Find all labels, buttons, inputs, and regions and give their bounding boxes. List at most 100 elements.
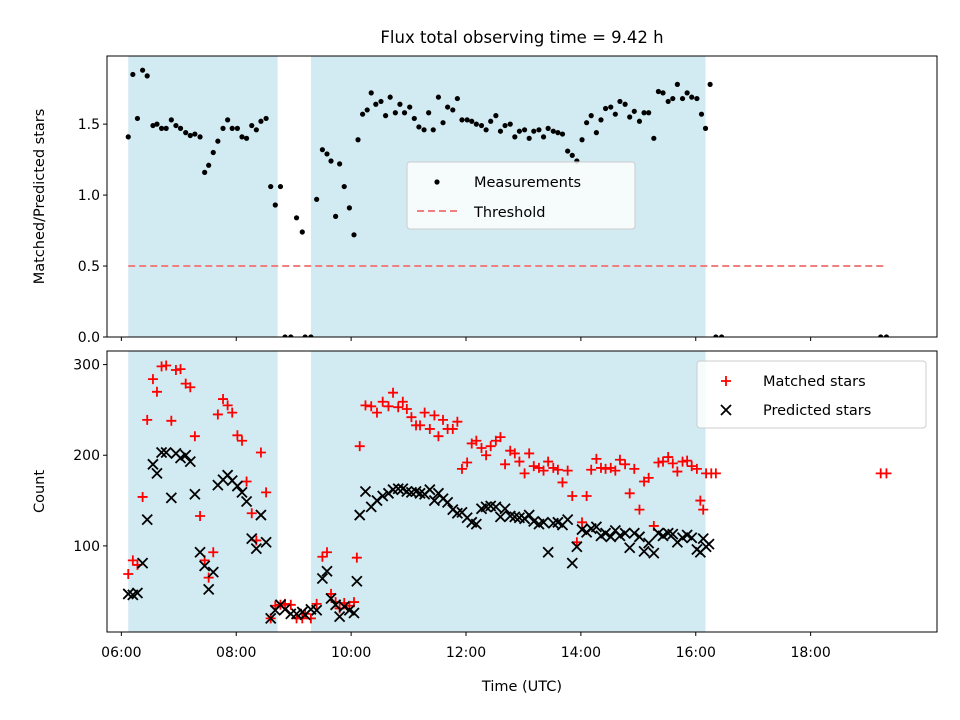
- matched-star-point: [317, 551, 328, 562]
- measurement-point: [526, 135, 532, 141]
- matched-star-point: [236, 435, 247, 446]
- predicted-star-point: [199, 560, 211, 572]
- matched-star-point: [610, 465, 621, 476]
- measurement-point: [368, 90, 374, 96]
- measurement-point: [450, 107, 456, 113]
- matched-star-point: [383, 401, 394, 412]
- matched-star-point: [557, 477, 568, 488]
- matched-star-point: [175, 364, 186, 375]
- predicted-star-point: [667, 528, 679, 540]
- measurement-point: [593, 130, 599, 136]
- matched-star-point: [218, 394, 229, 405]
- measurement-point: [660, 90, 666, 96]
- plot-area: [125, 67, 890, 337]
- x-tick-label: 12:00: [446, 645, 486, 661]
- measurement-point: [351, 232, 357, 238]
- matched-star-point: [419, 407, 430, 418]
- predicted-star-point: [499, 503, 511, 515]
- predicted-star-point: [260, 536, 272, 548]
- measurement-point: [341, 183, 347, 190]
- measurement-point: [407, 104, 413, 110]
- matched-star-point: [686, 461, 697, 472]
- predicted-star-point: [494, 511, 507, 523]
- measurement-point: [293, 215, 300, 221]
- measurement-point: [337, 161, 343, 167]
- measurement-point: [401, 110, 408, 116]
- x-axis-label: Time (UTC): [481, 679, 562, 695]
- measurement-point: [243, 135, 250, 141]
- predicted-star-point: [628, 527, 640, 539]
- matched-star-point: [667, 458, 678, 469]
- measurement-point: [713, 334, 719, 337]
- measurement-point: [299, 229, 305, 235]
- matched-star-point: [698, 504, 709, 515]
- measurement-point: [282, 334, 288, 337]
- measurement-point: [150, 122, 156, 129]
- observing-interval: [128, 56, 278, 337]
- measurement-point: [689, 94, 695, 100]
- measurement-point: [134, 115, 141, 122]
- matched-star-point: [227, 407, 238, 418]
- legend-predicted-marker: [720, 404, 732, 416]
- predicted-star-point: [316, 572, 329, 585]
- y-tick-label: 0.5: [78, 259, 100, 275]
- measurement-point: [878, 334, 884, 337]
- matched-star-point: [438, 414, 449, 425]
- matched-star-point: [495, 432, 506, 443]
- matched-star-point: [285, 599, 296, 610]
- matched-star-point: [881, 468, 892, 479]
- measurement-point: [197, 134, 203, 140]
- predicted-star-point: [648, 547, 660, 559]
- predicted-star-point: [643, 537, 655, 549]
- measurement-point: [263, 115, 269, 122]
- measurement-point: [555, 130, 561, 136]
- matched-star-point: [127, 555, 138, 566]
- matched-star-point: [485, 441, 496, 452]
- matched-star-point: [241, 476, 252, 487]
- measurement-point: [719, 334, 725, 337]
- predicted-star-point: [703, 538, 715, 550]
- matched-star-point: [452, 416, 463, 427]
- measurement-point: [416, 124, 422, 130]
- measurement-point: [288, 334, 294, 337]
- measurement-point: [651, 135, 657, 141]
- measurement-point: [177, 125, 184, 131]
- measurement-point: [483, 127, 489, 133]
- predicted-star-point: [329, 599, 342, 611]
- measurement-point: [445, 104, 451, 110]
- matched-star-point: [166, 415, 177, 426]
- matched-star-point: [354, 441, 365, 452]
- predicted-star-point: [542, 546, 554, 558]
- predicted-star-point: [184, 455, 196, 468]
- measurement-point: [698, 111, 705, 117]
- matched-star-point: [393, 402, 404, 413]
- legend-label: Threshold: [473, 205, 545, 221]
- predicted-star-point: [424, 484, 436, 496]
- matched-star-point: [663, 452, 674, 463]
- measurement-point: [308, 334, 314, 337]
- matched-star-point: [538, 465, 549, 476]
- matched-star-point: [677, 456, 688, 467]
- measurement-point: [397, 101, 403, 107]
- measurement-point: [360, 111, 366, 117]
- predicted-star-point: [441, 496, 454, 509]
- measurement-point: [378, 98, 384, 105]
- measurement-point: [268, 183, 274, 190]
- measurement-point: [206, 162, 212, 168]
- measurement-point: [382, 113, 389, 119]
- measurement-point: [426, 110, 432, 116]
- matched-star-point: [388, 387, 399, 398]
- predicted-star-point: [160, 446, 172, 459]
- measurement-point: [324, 151, 330, 157]
- measurement-point: [684, 90, 690, 96]
- measurement-point: [602, 105, 609, 112]
- matched-star-point: [471, 435, 482, 446]
- measurement-point: [328, 158, 334, 164]
- matched-star-point: [246, 508, 257, 519]
- x-tick-label: 18:00: [790, 645, 830, 661]
- measurement-point: [617, 98, 623, 105]
- matched-star-point: [406, 412, 417, 423]
- x-tick-label: 14:00: [561, 645, 601, 661]
- measurement-point: [392, 110, 398, 116]
- legend: Measurements Threshold: [406, 161, 636, 230]
